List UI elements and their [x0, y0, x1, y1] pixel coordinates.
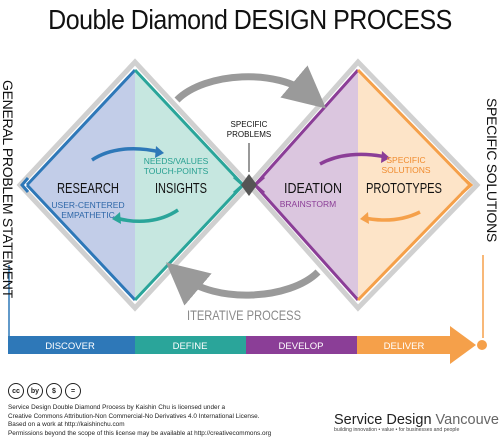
specific-problems-label-2: PROBLEMS [227, 130, 271, 139]
prototypes-corner-arrow [461, 175, 474, 195]
research-curved-arrowhead [155, 146, 164, 158]
brand-tagline: building innovation • value • for busine… [334, 427, 460, 433]
research-curved-arrow [91, 146, 161, 162]
insights-title: INSIGHTS [155, 180, 207, 197]
insights-quadrant [135, 70, 243, 300]
iterative-process-label: ITERATIVE PROCESS [187, 307, 301, 323]
phase-bar-end-dot [477, 340, 487, 350]
license-line: Based on a work at http://kaishinchu.com [8, 421, 125, 429]
page-title: Double Diamond DESIGN PROCESS [48, 4, 452, 36]
ideation-curved-arrow [319, 152, 387, 166]
specific-problems-marker [241, 174, 257, 196]
insights-subtitle-1: NEEDS/VALUES [144, 156, 209, 166]
insights-subtitle-2: TOUCH-POINTS [144, 166, 209, 176]
specific-solutions-label: SPECIFIC SOLUTIONS [484, 98, 500, 242]
prototypes-subtitle-1: SPECIFIC [386, 155, 425, 165]
cc-icon[interactable]: cc [8, 383, 24, 399]
insights-curved-arrow [115, 208, 179, 224]
phase-bar-arrowhead [450, 326, 476, 364]
noncommercial-icon: $ [46, 383, 62, 399]
prototypes-quadrant [358, 70, 470, 300]
research-corner-arrow [20, 177, 30, 193]
prototypes-curved-arrow [363, 210, 421, 222]
research-subtitle-2: EMPATHETIC [61, 210, 115, 220]
ideation-subtitle-1: BRAINSTORM [280, 199, 337, 209]
license-line: Creative Commons Attribution-Non Commerc… [8, 412, 260, 420]
brand-name-main: Service Design [334, 412, 432, 428]
prototypes-title: PROTOTYPES [366, 180, 442, 197]
license-text: Service Design Double Diamond Process by… [8, 404, 338, 438]
iteration-arrow-top [174, 65, 327, 109]
phase-bar-deliver [357, 336, 452, 354]
phase-bar-define [135, 336, 246, 354]
brand-name-sub: Vancouver [435, 412, 500, 428]
license-line: Permissions beyond the scope of this lic… [8, 429, 272, 437]
phase-label-deliver: DELIVER [384, 341, 425, 352]
research-title: RESEARCH [57, 180, 119, 197]
research-quadrant [27, 70, 135, 300]
cc-license-icons: cc by $ = [8, 383, 81, 401]
attribution-icon: by [27, 383, 43, 399]
prototypes-curved-arrowhead [360, 212, 369, 224]
noderivatives-icon: = [65, 383, 81, 399]
ideation-title: IDEATION [284, 180, 342, 197]
research-subtitle-1: USER-CENTERED [51, 200, 124, 210]
prototypes-subtitle-2: SOLUTIONS [381, 165, 430, 175]
phase-label-discover: DISCOVER [45, 341, 95, 352]
ideation-quadrant [255, 70, 358, 300]
iteration-arrow-bottom [165, 262, 321, 306]
phase-bar-discover [8, 336, 135, 354]
ideation-curved-arrowhead [381, 151, 390, 163]
phase-label-develop: DEVELOP [279, 341, 324, 352]
phase-bar [8, 326, 487, 364]
license-line: Service Design Double Diamond Process by… [8, 404, 226, 411]
specific-problems-label-1: SPECIFIC [231, 120, 268, 129]
brand-logo: Service Design Vancouver building innova… [334, 412, 500, 433]
phase-label-define: DEFINE [173, 341, 208, 352]
general-problem-statement-label: GENERAL PROBLEM STATEMENT [0, 80, 16, 298]
research-border [25, 68, 137, 302]
insights-curved-arrowhead [112, 212, 121, 224]
phase-bar-develop [246, 336, 357, 354]
brand-name: Service Design Vancouver [334, 412, 500, 428]
